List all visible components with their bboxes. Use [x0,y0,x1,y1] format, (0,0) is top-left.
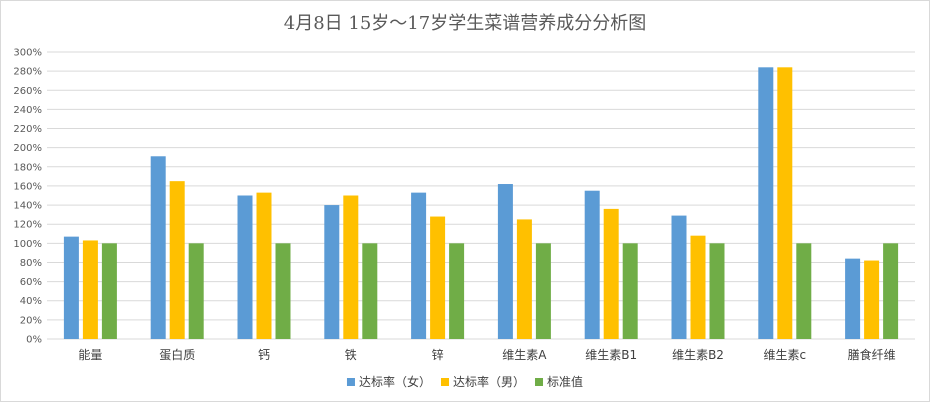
bar [603,208,619,339]
x-category-label: 膳食纤维 [848,347,896,362]
y-tick-label: 220% [13,124,42,135]
bar [275,243,291,339]
bar [622,243,638,339]
bar [256,192,272,339]
x-category-label: 维生素A [502,348,547,362]
bar [188,243,204,339]
bar [777,67,793,339]
bar [82,240,98,339]
y-tick-label: 40% [20,296,42,307]
x-category-label: 维生素B1 [585,348,637,362]
y-tick-label: 140% [13,201,42,212]
bar [63,236,79,339]
bar [362,243,378,339]
bar [864,260,880,339]
legend-swatch [440,378,449,386]
chart-title: 4月8日 15岁～17岁学生菜谱营养成分分析图 [284,13,646,34]
legend-label: 达标率（男） [453,374,525,389]
bar [343,195,359,339]
x-category-label: 锌 [432,348,444,362]
y-tick-label: 180% [13,162,42,173]
x-category-label: 钙 [258,348,270,362]
bar [150,156,166,339]
bar [690,235,706,339]
y-tick-label: 60% [20,277,42,288]
bar [709,243,725,339]
bar [516,219,532,339]
legend-swatch [346,378,355,386]
y-tick-label: 80% [20,258,42,269]
bar [535,243,551,339]
y-tick-label: 280% [13,67,42,78]
x-category-label: 维生素c [763,348,806,362]
x-category-label: 蛋白质 [159,347,195,362]
x-axis-categories: 能量 蛋白质 钙 铁 锌 维生素A 维生素B1 维生素B2 维生素c 膳食纤维 [78,347,895,362]
bar [758,67,774,339]
bar [883,243,899,339]
bar [584,190,600,339]
bar [497,184,513,339]
bar [845,258,861,339]
y-tick-label: 120% [13,220,42,231]
bars [63,67,899,339]
bar [169,181,185,339]
bar [671,215,687,339]
x-category-label: 维生素B2 [672,348,724,362]
legend-label: 达标率（女） [359,374,431,389]
y-tick-label: 200% [13,143,42,154]
x-category-label: 能量 [78,348,102,362]
legend-item: 达标率（女） [346,374,431,389]
legend-item: 达标率（男） [440,374,525,389]
bar [796,243,812,339]
legend-label: 标准值 [547,374,583,389]
bar [411,192,427,339]
y-tick-label: 0% [26,335,42,346]
y-tick-label: 100% [13,239,42,250]
y-tick-label: 260% [13,86,42,97]
y-tick-label: 20% [20,315,42,326]
bar [101,243,117,339]
y-tick-label: 300% [13,48,42,59]
legend-item: 标准值 [535,374,583,389]
y-tick-label: 240% [13,105,42,116]
bar [430,216,446,339]
y-tick-label: 160% [13,181,42,192]
legend-swatch [535,378,544,386]
legend: 达标率（女） 达标率（男） 标准值 [346,374,583,389]
x-category-label: 铁 [345,348,357,362]
bar [449,243,465,339]
bar [324,205,340,339]
y-axis-ticks: 0% 20% 40% 60% 80% 100% 120% 140% 160% 180% 200% 22… [13,48,42,346]
bar [237,195,253,339]
